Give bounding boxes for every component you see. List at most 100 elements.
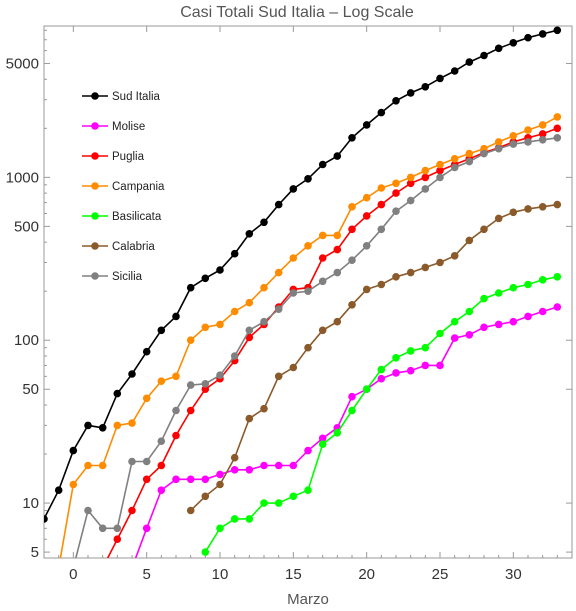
data-point [362, 285, 371, 294]
data-point [260, 404, 268, 413]
data-point [289, 492, 298, 501]
data-point [538, 130, 547, 138]
y-tick-label: 5 [31, 544, 39, 561]
data-point [362, 212, 371, 220]
data-point [377, 200, 386, 209]
data-point [172, 431, 180, 440]
data-point [201, 323, 210, 332]
data-point [392, 189, 400, 197]
data-point [98, 461, 107, 470]
data-point [480, 323, 488, 332]
data-point [113, 421, 122, 430]
data-point [99, 564, 107, 572]
data-point [201, 380, 210, 388]
data-point [494, 289, 503, 297]
data-point [128, 457, 136, 466]
legend-label: Sicilia [112, 271, 143, 283]
data-point [216, 480, 224, 489]
data-point [494, 214, 503, 223]
data-point [260, 218, 268, 227]
data-point [289, 289, 298, 297]
series-line [134, 306, 558, 558]
data-point [436, 173, 444, 182]
data-point [436, 160, 444, 169]
data-point [142, 347, 151, 356]
legend-swatch-marker [91, 242, 99, 250]
data-point [406, 173, 415, 182]
data-point [142, 394, 151, 403]
data-point [318, 440, 327, 449]
data-point [260, 317, 268, 326]
series-line [190, 203, 558, 512]
data-point [406, 268, 415, 277]
data-point [524, 312, 532, 321]
legend-swatch-marker [91, 122, 99, 130]
data-point [524, 138, 532, 146]
data-point [157, 326, 166, 335]
data-point [230, 453, 239, 462]
data-point [436, 361, 444, 370]
data-point [348, 256, 356, 265]
x-tick-label: 20 [358, 566, 375, 583]
y-tick-label: 5000 [6, 56, 39, 73]
data-point [230, 249, 239, 258]
data-point [362, 121, 371, 129]
data-point [201, 274, 210, 283]
data-point [69, 480, 78, 489]
data-point [55, 564, 63, 572]
data-point [274, 200, 283, 209]
data-point [216, 371, 224, 380]
data-point [348, 134, 356, 142]
data-point [333, 268, 342, 277]
data-point [494, 144, 503, 153]
data-point [54, 486, 63, 495]
data-point [538, 307, 547, 316]
legend-swatch-marker [91, 272, 99, 280]
data-point [348, 203, 356, 211]
data-point [509, 208, 518, 217]
data-point [538, 276, 547, 284]
data-point [128, 506, 136, 515]
data-point [465, 331, 474, 339]
legend-label: Puglia [112, 151, 145, 163]
data-point [406, 179, 415, 188]
data-point [216, 320, 224, 329]
data-point [318, 434, 327, 443]
data-point [377, 225, 386, 234]
series-layer [44, 26, 562, 572]
data-point [450, 67, 459, 75]
data-point [553, 113, 562, 121]
data-point [157, 486, 166, 495]
series-campania [55, 113, 562, 572]
data-point [406, 89, 415, 97]
data-point [509, 317, 518, 326]
data-point [186, 506, 195, 515]
data-point [465, 307, 474, 316]
data-point [362, 385, 371, 394]
x-tick-label: 25 [432, 566, 449, 583]
x-axis-label: Marzo [287, 591, 329, 608]
data-point [84, 461, 92, 470]
data-point [538, 136, 547, 144]
data-point [348, 392, 356, 401]
data-point [186, 406, 195, 415]
data-point [245, 515, 254, 523]
data-point [128, 419, 136, 427]
data-point [465, 149, 474, 158]
data-point [348, 301, 356, 309]
data-point [128, 564, 136, 572]
data-point [260, 283, 268, 292]
data-point [450, 334, 459, 342]
data-point [230, 307, 239, 316]
data-point [377, 108, 386, 117]
data-point [421, 263, 430, 272]
data-point [362, 242, 371, 250]
legend-swatch-marker [91, 92, 99, 100]
data-point [553, 200, 562, 209]
series-sud-italia [44, 26, 562, 523]
data-point [421, 343, 430, 352]
legend-label: Molise [112, 121, 145, 133]
data-point [304, 287, 312, 296]
data-point [318, 277, 327, 286]
data-point [509, 39, 518, 47]
